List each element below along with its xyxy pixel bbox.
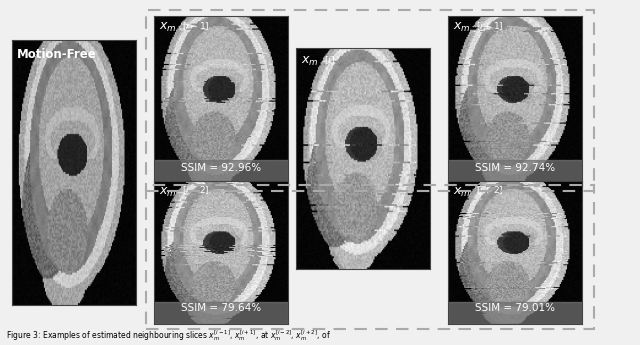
Text: $\mathit{x}_m$: $\mathit{x}_m$ (453, 185, 471, 198)
Text: SSIM = 92.96%: SSIM = 92.96% (180, 162, 261, 172)
Text: $[i-1]$: $[i-1]$ (182, 20, 209, 31)
Text: SSIM = 92.74%: SSIM = 92.74% (475, 162, 556, 172)
Text: $[i+1]$: $[i+1]$ (476, 20, 504, 31)
Text: $\mathit{x}_m$: $\mathit{x}_m$ (453, 21, 471, 34)
Bar (154, 160, 288, 186)
Text: $\mathit{x}_m$: $\mathit{x}_m$ (301, 55, 319, 68)
Text: Motion-Free: Motion-Free (17, 48, 96, 61)
Text: SSIM = 79.64%: SSIM = 79.64% (180, 303, 261, 313)
Text: $\mathit{x}_m$: $\mathit{x}_m$ (159, 185, 177, 198)
Text: SSIM = 79.01%: SSIM = 79.01% (476, 303, 556, 313)
Bar (154, 302, 288, 324)
Text: Figure 3: Examples of estimated neighbouring slices $x_m^{[i-1]}$, $x_m^{[i+1]}$: Figure 3: Examples of estimated neighbou… (6, 328, 332, 343)
Bar (448, 160, 582, 186)
Bar (448, 302, 582, 324)
Text: $[i]$: $[i]$ (324, 54, 335, 66)
Text: $[i+2]$: $[i+2]$ (476, 185, 504, 196)
Text: $[i-2]$: $[i-2]$ (182, 185, 209, 196)
Text: $\mathit{x}_m$: $\mathit{x}_m$ (159, 21, 177, 34)
